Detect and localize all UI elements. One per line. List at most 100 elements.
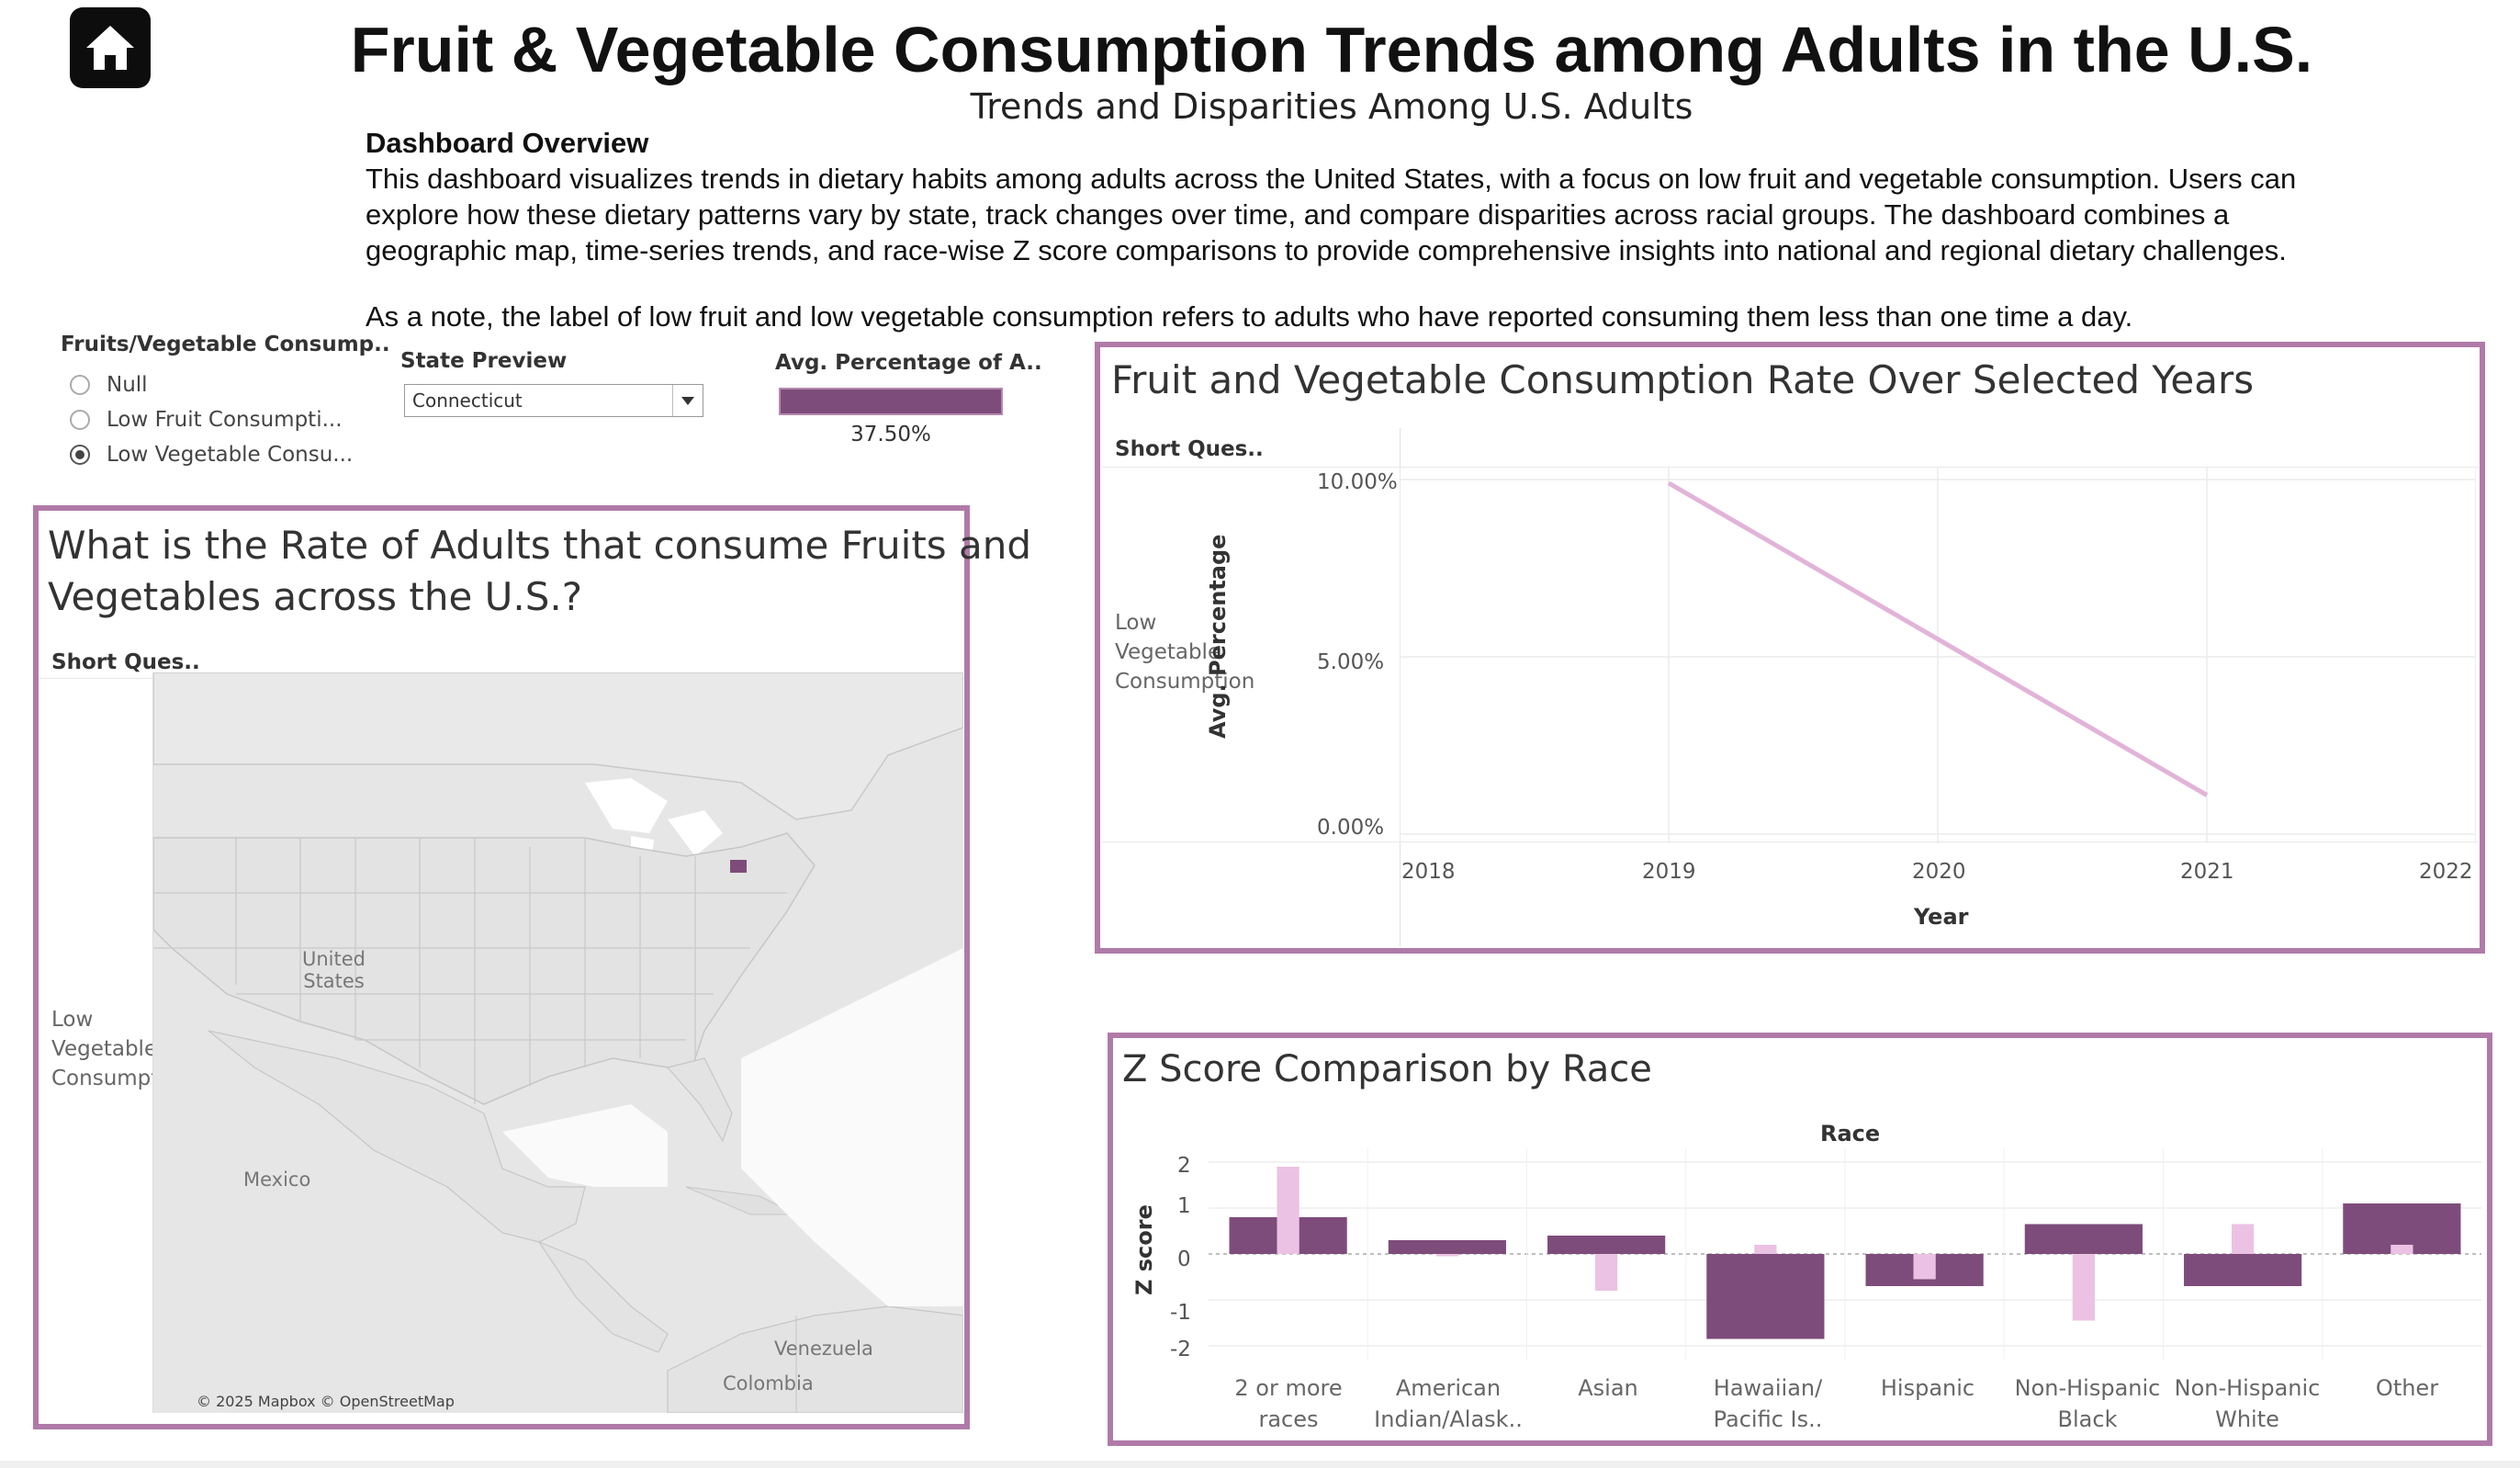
row-label-line: Vegetable bbox=[51, 1037, 158, 1061]
x-tick: 2021 bbox=[2180, 860, 2234, 884]
map-title-line-2: Vegetables across the U.S.? bbox=[48, 574, 583, 619]
state-filter-title: State Preview bbox=[400, 349, 568, 373]
avg-percentage-title: Avg. Percentage of A.. bbox=[775, 351, 1042, 375]
race-tick-line: Non-Hispanic bbox=[2014, 1375, 2161, 1401]
race-tick-line: Pacific Is.. bbox=[1713, 1406, 1823, 1432]
map-svg bbox=[153, 672, 963, 1413]
avg-percentage-value: 37.50% bbox=[850, 423, 931, 446]
race-tick-label: Non-Hispanic White bbox=[2167, 1372, 2327, 1435]
race-chart-plot[interactable] bbox=[1209, 1148, 2481, 1360]
map-label-mexico: Mexico bbox=[243, 1169, 311, 1191]
x-tick: 2019 bbox=[1642, 860, 1696, 884]
line-chart-x-axis-title: Year bbox=[1914, 904, 1969, 930]
series-line bbox=[1667, 480, 2209, 797]
line-chart-title: Fruit and Vegetable Consumption Rate Ove… bbox=[1111, 357, 2255, 402]
zscore-bar bbox=[1706, 1254, 1825, 1339]
y-tick: 0 bbox=[1177, 1248, 1191, 1271]
map-label-line: United bbox=[302, 948, 366, 970]
line-chart-y-axis-title: Avg. Percentage bbox=[1205, 534, 1231, 739]
race-tick-line: Indian/Alask.. bbox=[1374, 1406, 1523, 1432]
zscore-bar-secondary bbox=[1435, 1254, 1459, 1257]
map-label-colombia: Colombia bbox=[723, 1372, 814, 1395]
race-tick-line: races bbox=[1258, 1406, 1319, 1432]
zscore-bar bbox=[2184, 1254, 2302, 1286]
race-tick-line: White bbox=[2215, 1406, 2279, 1432]
y-tick: -2 bbox=[1170, 1338, 1191, 1361]
overview-body: This dashboard visualizes trends in diet… bbox=[366, 163, 2297, 266]
us-map[interactable]: United States Mexico Venezuela Colombia bbox=[152, 672, 963, 1413]
radio-button[interactable] bbox=[70, 375, 90, 395]
header-divider bbox=[1102, 467, 2478, 468]
race-column-title: Race bbox=[1820, 1121, 1881, 1146]
race-tick-label: Non-Hispanic Black bbox=[2008, 1372, 2167, 1435]
row-label-line: Low bbox=[51, 1008, 94, 1032]
race-tick-label: 2 or more races bbox=[1209, 1372, 1368, 1435]
line-chart-column-header: Short Ques.. bbox=[1115, 437, 1264, 461]
home-button[interactable] bbox=[70, 7, 151, 88]
race-tick-label: Hispanic bbox=[1848, 1372, 2008, 1404]
map-credit[interactable]: © 2025 Mapbox © OpenStreetMap bbox=[197, 1393, 455, 1410]
x-tick: 2020 bbox=[1912, 860, 1966, 884]
race-tick-line: Hawaiian/ bbox=[1713, 1375, 1823, 1401]
race-tick-label: Other bbox=[2327, 1372, 2487, 1404]
map-column-header: Short Ques.. bbox=[51, 650, 200, 674]
y-tick: -1 bbox=[1170, 1301, 1191, 1325]
row-label-line: Low bbox=[1115, 611, 1157, 635]
y-tick: 10.00% bbox=[1317, 470, 1398, 494]
line-chart-plot[interactable] bbox=[1400, 467, 2476, 843]
radio-option-null[interactable]: Null bbox=[70, 367, 353, 402]
state-select[interactable]: Connecticut bbox=[404, 384, 703, 417]
map-panel-title: What is the Rate of Adults that consume … bbox=[48, 520, 1031, 623]
line-chart-panel bbox=[1095, 342, 2485, 954]
radio-button[interactable] bbox=[70, 410, 90, 430]
race-tick-line: Asian bbox=[1578, 1375, 1638, 1401]
y-tick: 1 bbox=[1177, 1194, 1191, 1218]
row-divider bbox=[1102, 841, 2478, 842]
zscore-bar bbox=[2024, 1224, 2143, 1254]
radio-label: Null bbox=[107, 373, 148, 397]
radio-label: Low Vegetable Consu... bbox=[107, 443, 354, 467]
zscore-bar-secondary bbox=[1754, 1245, 1777, 1254]
zscore-bar bbox=[1388, 1240, 1506, 1254]
page-subtitle: Trends and Disparities Among U.S. Adults bbox=[970, 86, 1693, 127]
race-tick-label: Asian bbox=[1528, 1372, 1688, 1404]
race-y-axis-title: Z score bbox=[1131, 1204, 1157, 1295]
map-label-venezuela: Venezuela bbox=[774, 1338, 873, 1360]
state-select-value: Connecticut bbox=[412, 390, 523, 412]
avg-percentage-bar bbox=[779, 388, 1003, 415]
consumption-filter-title: Fruits/Vegetable Consump.. bbox=[61, 333, 390, 356]
dashboard-overview: Dashboard Overview This dashboard visual… bbox=[366, 125, 2340, 334]
map-title-line-1: What is the Rate of Adults that consume … bbox=[48, 523, 1032, 568]
connecticut-highlight bbox=[730, 860, 747, 873]
y-tick: 5.00% bbox=[1317, 650, 1385, 674]
race-tick-line: Other bbox=[2375, 1375, 2439, 1401]
race-tick-line: Non-Hispanic bbox=[2174, 1375, 2321, 1401]
home-icon bbox=[86, 26, 134, 70]
footer-strip bbox=[0, 1461, 2520, 1468]
y-tick: 0.00% bbox=[1317, 816, 1385, 840]
radio-option-low-fruit[interactable]: Low Fruit Consumpti... bbox=[70, 402, 353, 437]
radio-label: Low Fruit Consumpti... bbox=[107, 408, 343, 432]
radio-option-low-vegetable[interactable]: Low Vegetable Consu... bbox=[70, 437, 353, 472]
race-tick-line: American bbox=[1395, 1375, 1502, 1401]
chevron-down-icon[interactable] bbox=[672, 385, 703, 416]
x-tick: 2018 bbox=[1401, 860, 1456, 884]
zscore-bar-secondary bbox=[1594, 1254, 1618, 1291]
overview-note: As a note, the label of low fruit and lo… bbox=[366, 300, 2133, 333]
race-tick-line: 2 or more bbox=[1234, 1375, 1343, 1401]
row-label-line: Vegetable bbox=[1115, 640, 1221, 664]
page-title: Fruit & Vegetable Consumption Trends amo… bbox=[350, 14, 2313, 85]
zscore-bar bbox=[1547, 1236, 1666, 1254]
zscore-bar-secondary bbox=[1277, 1167, 1299, 1254]
race-tick-label: Hawaiian/ Pacific Is.. bbox=[1688, 1372, 1848, 1435]
line-chart-row-label: Low Vegetable Consumption bbox=[1115, 608, 1254, 696]
zscore-bar-secondary bbox=[2231, 1224, 2255, 1254]
y-tick: 2 bbox=[1177, 1154, 1191, 1178]
race-tick-label: American Indian/Alask.. bbox=[1368, 1372, 1528, 1435]
overview-heading: Dashboard Overview bbox=[366, 127, 649, 159]
map-label-line: States bbox=[303, 970, 365, 992]
radio-button-selected[interactable] bbox=[70, 445, 90, 465]
x-tick: 2022 bbox=[2419, 860, 2473, 884]
race-tick-line: Hispanic bbox=[1880, 1375, 1975, 1401]
map-label-united-states: United States bbox=[302, 948, 366, 992]
